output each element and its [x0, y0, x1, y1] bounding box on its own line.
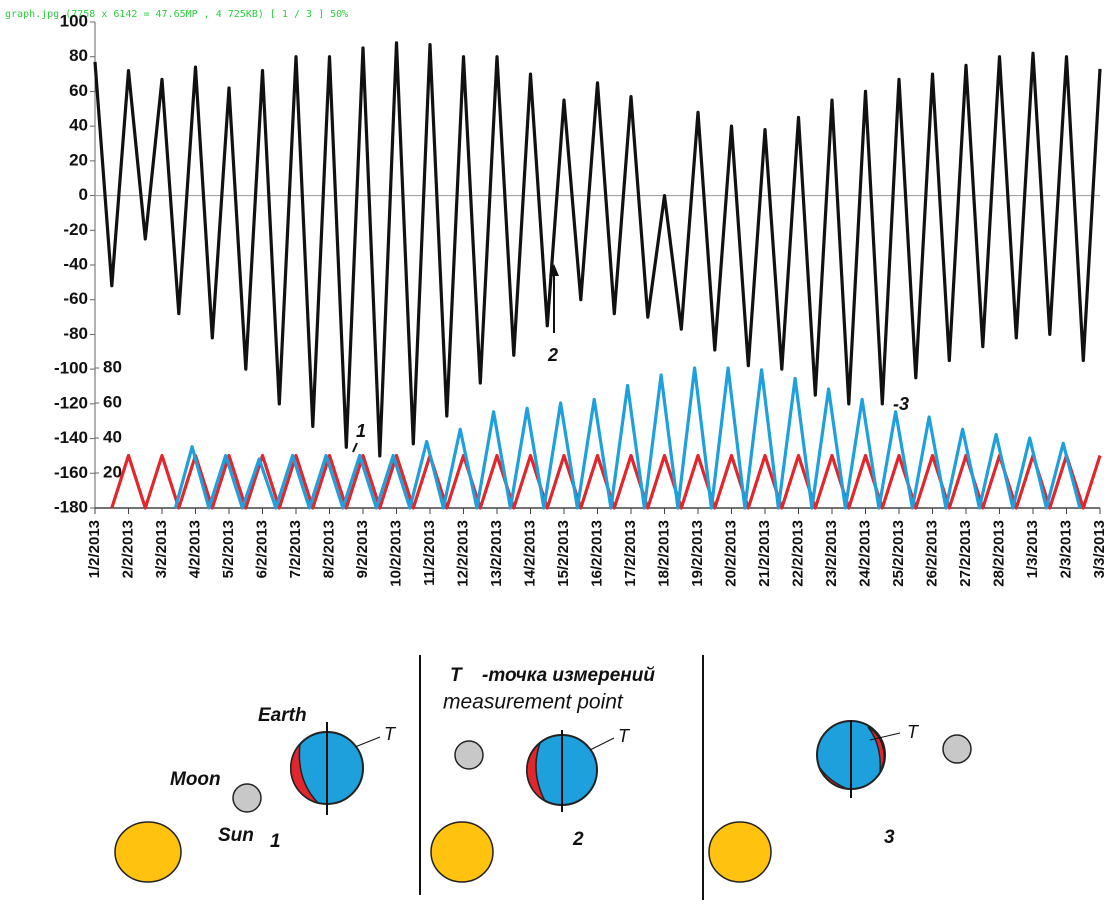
x-tick-label: 1/2/2013 [86, 520, 103, 578]
point-label: T [618, 726, 631, 746]
x-tick-label: 2/2/2013 [119, 520, 136, 578]
x-tick-label: 1/3/2013 [1024, 520, 1041, 578]
x-tick-label: 23/2/2013 [823, 520, 840, 587]
moon [942, 734, 972, 764]
y-tick-label: 60 [69, 81, 88, 100]
x-tick-label: 19/2/2013 [689, 520, 706, 587]
y2-tick-label: 80 [103, 357, 122, 376]
legend-ru: -точка измерений [482, 665, 655, 686]
x-tick-label: 4/2/2013 [186, 520, 203, 578]
x-tick-label: 5/2/2013 [220, 520, 237, 578]
y2-tick-label: 20 [103, 462, 122, 481]
y-tick-label: -160 [54, 463, 88, 482]
pointer [589, 737, 615, 751]
earth-label: Earth [258, 705, 307, 726]
x-tick-label: 21/2/2013 [756, 520, 773, 587]
y-tick-label: 40 [69, 116, 88, 135]
series-line [173, 366, 1082, 510]
x-tick-label: 12/2/2013 [454, 520, 471, 587]
y-tick-label: -60 [63, 289, 88, 308]
x-tick-label: 9/2/2013 [354, 520, 371, 578]
x-tick-label: 8/2/2013 [320, 520, 337, 578]
y2-tick-label: 40 [103, 427, 122, 446]
legend-en: measurement point [443, 691, 624, 714]
x-tick-label: 27/2/2013 [957, 520, 974, 587]
y-tick-label: 80 [69, 46, 88, 65]
sun [708, 821, 772, 883]
x-tick-label: 16/2/2013 [588, 520, 605, 587]
x-tick-label: 26/2/2013 [923, 520, 940, 587]
sun [430, 821, 494, 883]
y-tick-label: -120 [54, 393, 88, 412]
x-tick-label: 10/2/2013 [387, 520, 404, 587]
x-tick-label: 25/2/2013 [890, 520, 907, 587]
x-tick-label: 7/2/2013 [287, 520, 304, 578]
y-tick-label: -180 [54, 497, 88, 516]
x-tick-label: 13/2/2013 [488, 520, 505, 587]
pointer [354, 736, 381, 748]
x-tick-label: 14/2/2013 [521, 520, 538, 587]
y-tick-label: -80 [63, 324, 88, 343]
x-tick-label: 2/3/2013 [1057, 520, 1074, 578]
x-tick-label: 3/3/2013 [1091, 520, 1108, 578]
annotation-arrowhead [549, 264, 559, 276]
x-tick-label: 3/2/2013 [153, 520, 170, 578]
pointer [869, 732, 901, 741]
panel-number: 1 [270, 831, 281, 852]
point-label: T [907, 722, 920, 742]
y-tick-label: 20 [69, 150, 88, 169]
moon [232, 783, 262, 813]
annotation-arrow [352, 442, 358, 453]
series-line [93, 41, 1102, 458]
x-tick-label: 24/2/2013 [856, 520, 873, 587]
earth-shadow [526, 740, 547, 803]
x-tick-label: 22/2/2013 [789, 520, 806, 587]
x-tick-label: 18/2/2013 [655, 520, 672, 587]
x-tick-label: 15/2/2013 [555, 520, 572, 587]
legend-symbol: T [450, 665, 463, 686]
y-tick-label: 100 [60, 11, 88, 30]
x-tick-label: 28/2/2013 [990, 520, 1007, 587]
earth-shadow [290, 741, 321, 805]
y-tick-label: -20 [63, 220, 88, 239]
y-tick-label: -100 [54, 359, 88, 378]
x-tick-label: 11/2/2013 [421, 520, 438, 586]
y2-tick-label: 60 [103, 392, 122, 411]
earth-shadow [867, 726, 885, 773]
y-tick-label: -40 [63, 254, 88, 273]
diagram: T -точка измерений measurement point Ear… [114, 655, 972, 900]
x-tick-label: 17/2/2013 [622, 520, 639, 587]
sun-label: Sun [218, 825, 254, 846]
annotation: 2 [547, 345, 558, 365]
x-tick-label: 6/2/2013 [253, 520, 270, 578]
moon-label: Moon [170, 769, 221, 790]
y-tick-label: 0 [79, 185, 88, 204]
earth-shadow [819, 767, 849, 790]
y-tick-label: -140 [54, 428, 88, 447]
point-label: T [384, 724, 397, 744]
viewer-caption: graph.jpg (7758 x 6142 = 47.65MP , 4 725… [5, 9, 348, 20]
panel-number: 3 [884, 827, 895, 848]
panel-number: 2 [572, 829, 584, 850]
x-tick-label: 20/2/2013 [722, 520, 739, 587]
annotation: 1 [356, 421, 366, 441]
sun [114, 821, 182, 883]
annotation: -3 [893, 394, 909, 414]
moon [454, 740, 484, 770]
